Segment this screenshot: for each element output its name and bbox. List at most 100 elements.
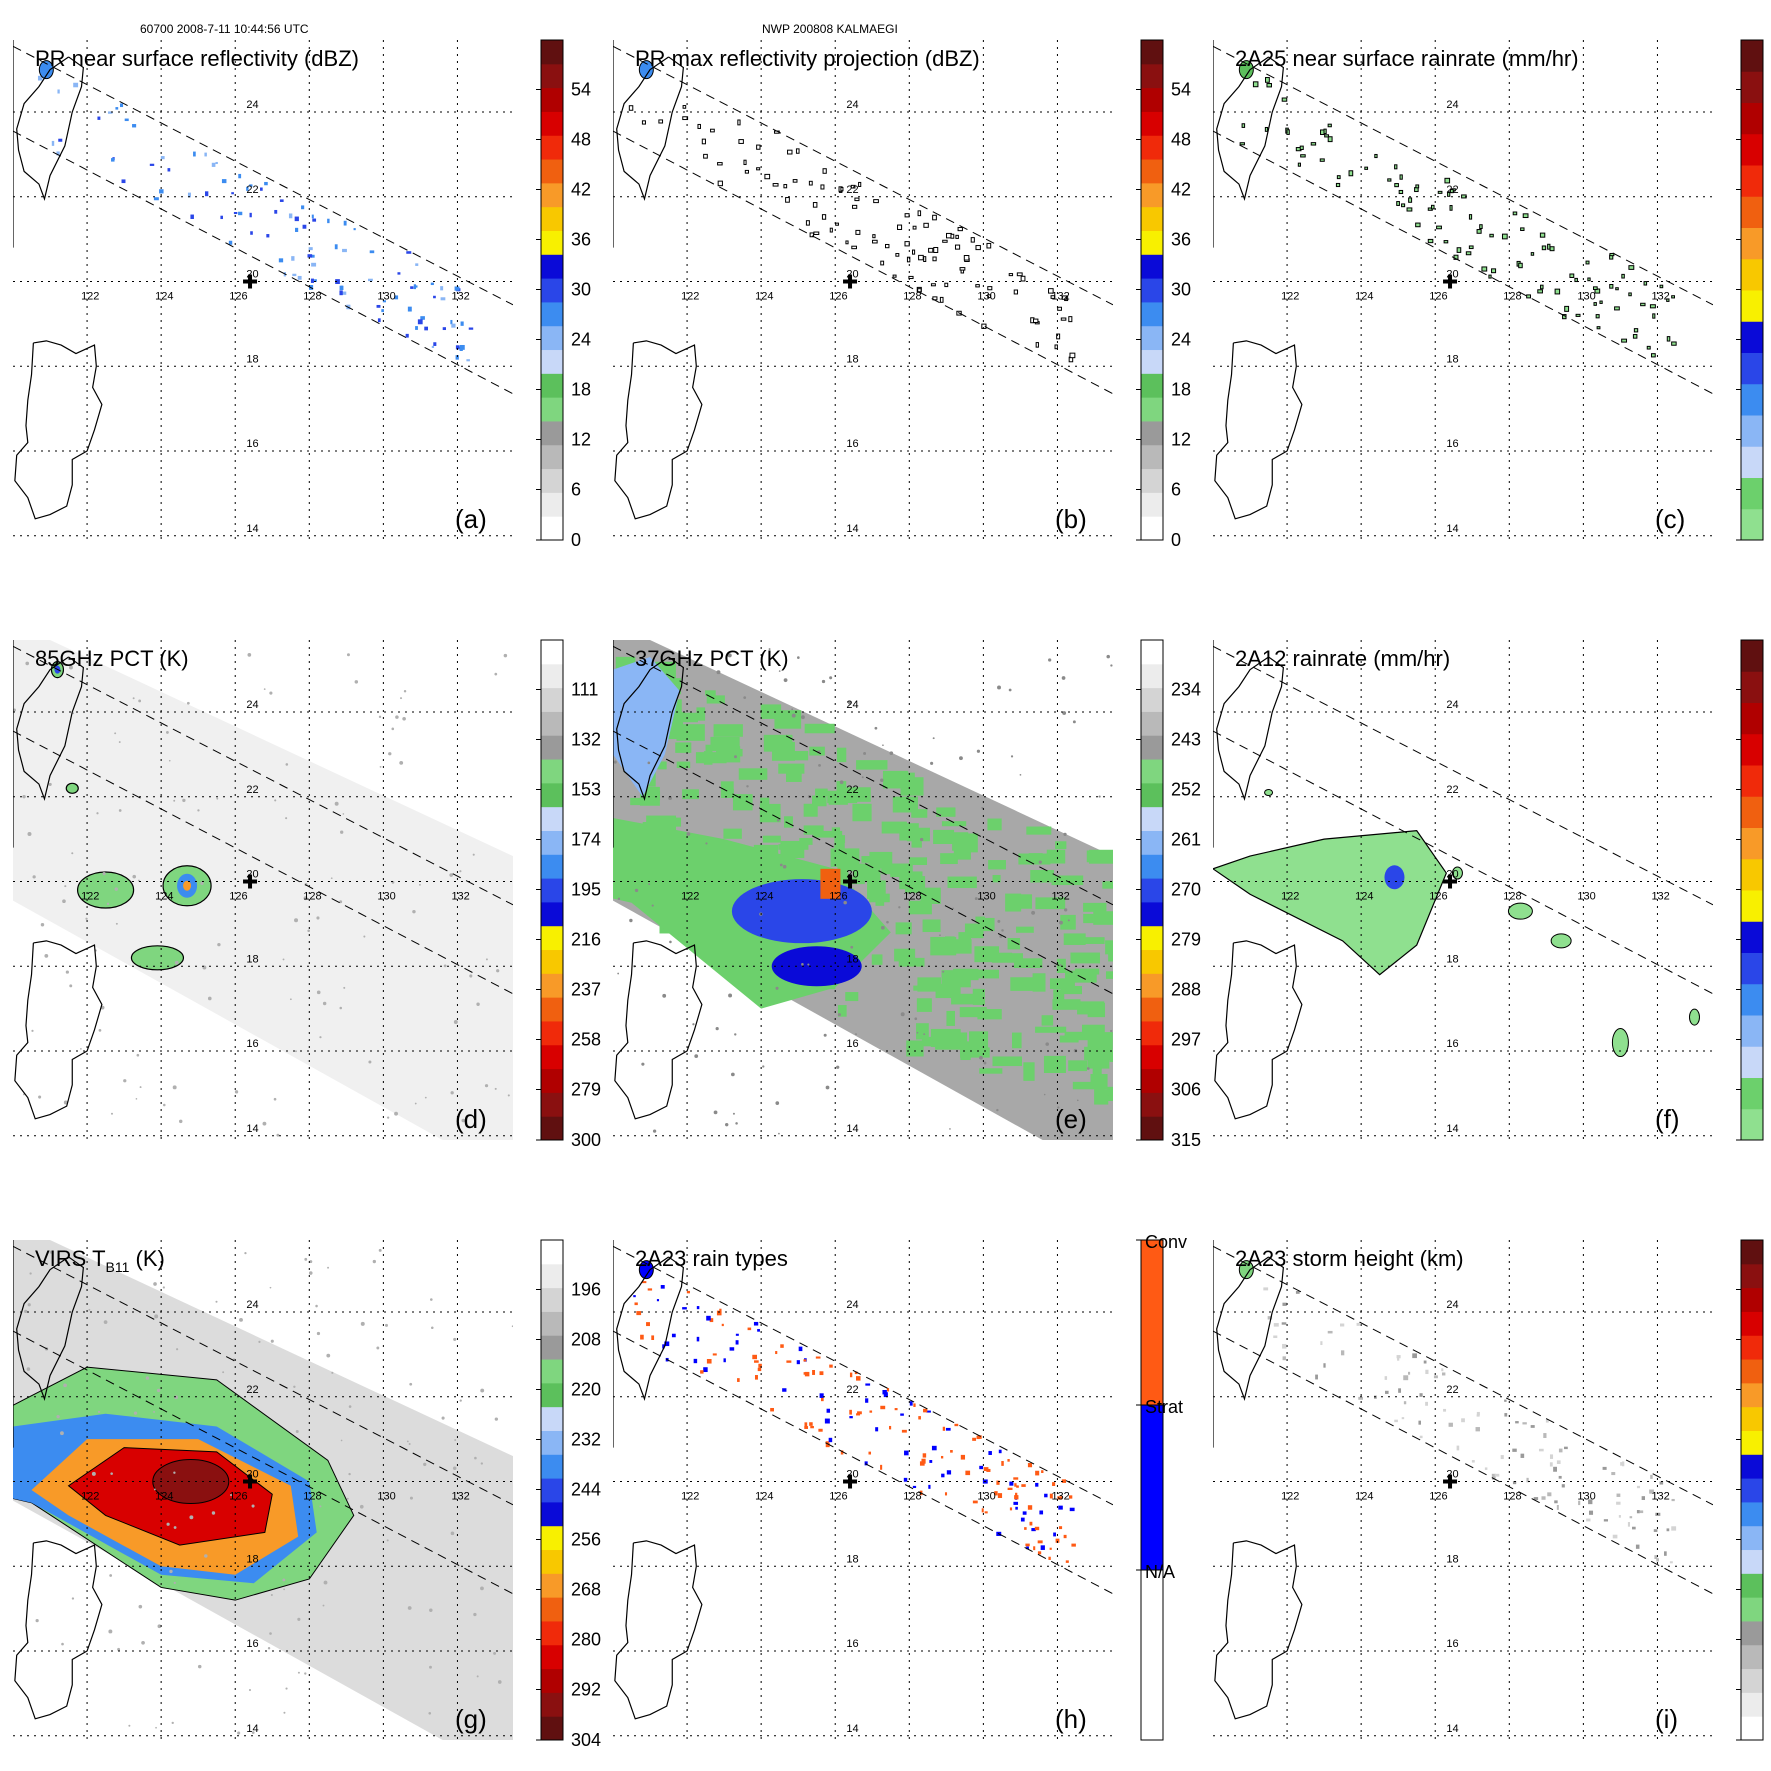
panel-e-pixel — [706, 695, 725, 704]
panel-e-pixel — [1041, 1015, 1054, 1026]
panel-f-title: 2A12 rainrate (mm/hr) — [1235, 646, 1450, 671]
panel-d-cloud — [65, 782, 79, 794]
panel-h-pixel — [931, 1445, 937, 1451]
lon-tick-label: 128 — [903, 891, 921, 903]
panel-e-pixel — [946, 1010, 955, 1026]
panel-d-texture — [387, 1116, 390, 1119]
colorbar-segment — [1141, 135, 1163, 160]
panel-b-pixel — [821, 214, 827, 220]
panel-i-pixel — [1635, 1544, 1640, 1549]
panel-e-texture — [775, 1101, 780, 1105]
panel-h-pixel — [804, 1371, 810, 1377]
panel-h-pixel — [810, 1425, 814, 1429]
panel-e-pixel — [936, 807, 956, 817]
panel-d-cloud — [130, 945, 185, 971]
panel-c-pixel — [1539, 232, 1546, 238]
panel-e-pixel — [1102, 881, 1113, 889]
panel-e-pixel — [1063, 933, 1086, 945]
colorbar-segment — [1741, 1382, 1763, 1408]
panel-d-texture — [32, 875, 36, 879]
panel-i-pixel — [1549, 1454, 1554, 1459]
panel-a-pixel — [368, 278, 373, 282]
panel-i-pixel — [1629, 1516, 1633, 1519]
panel-c-pixel — [1628, 265, 1635, 270]
panel-c-pixel — [1468, 245, 1474, 250]
lon-tick-label: 130 — [977, 291, 995, 303]
panel-g-texture — [386, 1539, 389, 1542]
panel-d-colorbar: 111 132 153 174 195 216 237 258 279 300 — [536, 639, 601, 1150]
panel-c-pixel — [1436, 225, 1442, 230]
lat-tick-label: 16 — [246, 438, 258, 450]
panel-a-taiwan-echo — [38, 60, 54, 80]
colorbar-segment — [1141, 159, 1163, 184]
panel-b-pixel — [764, 173, 771, 180]
panel-i-pixel — [1616, 1493, 1621, 1497]
swath-edge-north — [613, 645, 1113, 906]
panel-a-pixel — [204, 191, 209, 197]
lon-tick-label: 124 — [1355, 891, 1373, 903]
swath-edge-north — [13, 645, 513, 906]
panel-c-pixel — [1575, 313, 1581, 317]
panel-i-pixel — [1476, 1411, 1480, 1416]
panel-h-pixel — [729, 1347, 735, 1351]
colorbar-segment — [541, 925, 563, 951]
panel-e-pixel — [719, 748, 743, 757]
panel-g-texture — [110, 1472, 113, 1475]
storm-center-marker — [1443, 874, 1458, 889]
panel-g-texture — [473, 1612, 477, 1617]
panel-h-pixel — [770, 1407, 774, 1412]
panel-d-texture — [179, 1119, 183, 1124]
colorbar-segment — [541, 640, 563, 665]
colorbar-segment — [1741, 1478, 1763, 1503]
panel-f-rain-core — [1384, 865, 1405, 890]
colorbar-segment — [541, 1668, 563, 1693]
panel-d-texture — [484, 1084, 489, 1088]
colorbar-segment — [1741, 1454, 1763, 1479]
panel-b-pixel — [1068, 316, 1073, 323]
panel-h-pixel — [1058, 1526, 1063, 1530]
panel-e-pixel — [812, 795, 827, 807]
colorbar-segment — [1141, 492, 1163, 517]
lon-tick-label: 130 — [1577, 1491, 1595, 1503]
panel-e-texture — [715, 1027, 719, 1031]
panel-g-texture — [304, 1672, 307, 1675]
panel-g-texture — [215, 1300, 218, 1303]
lat-tick-label: 16 — [246, 1038, 258, 1050]
panel-g-texture — [27, 1303, 31, 1307]
panel-e-pixel — [979, 1068, 1003, 1074]
panel-g-texture — [97, 1410, 101, 1413]
panel-e-pixel — [971, 969, 1000, 979]
colorbar-segment — [1141, 325, 1163, 351]
panel-g-texture — [157, 1624, 162, 1629]
colorbar-tick-label: 24 — [1171, 330, 1191, 350]
panel-h-pixel — [696, 1336, 700, 1342]
panel-e-pixel — [834, 835, 846, 844]
colorbar-segment — [541, 878, 563, 903]
panel-a-pixel — [159, 189, 164, 194]
panel-e-pixel — [913, 985, 924, 991]
panel-h-pixel — [1063, 1534, 1067, 1539]
panel-a-pixel — [424, 326, 429, 331]
panel-e-texture — [837, 1013, 841, 1017]
panel-e-texture — [836, 1065, 840, 1069]
panel-c-pixel — [1266, 83, 1272, 88]
colorbar-tick-label: 243 — [1171, 730, 1201, 750]
panel-d-texture — [27, 831, 32, 836]
colorbar-segment — [541, 735, 563, 760]
colorbar-segment — [1741, 1077, 1763, 1110]
panel-e-texture — [669, 940, 672, 944]
panel-c-pixel — [1585, 260, 1590, 265]
panel-f-rain-cell — [1507, 902, 1533, 920]
panel-h-pixel — [981, 1508, 984, 1513]
panel-c-pixel — [1650, 353, 1656, 358]
panel-h-pixel — [646, 1322, 650, 1327]
panel-g-texture — [35, 1619, 39, 1623]
panel-b-pixel — [858, 181, 862, 187]
colorbar-segment — [1141, 973, 1163, 998]
panel-g-texture — [480, 1462, 483, 1465]
panel-d-texture — [307, 929, 310, 933]
panel-h-taiwan-echo — [638, 1260, 654, 1280]
panel-e-texture — [942, 970, 945, 973]
panel-e-pixel — [1023, 1062, 1035, 1081]
panel-b-pixel — [918, 254, 924, 261]
